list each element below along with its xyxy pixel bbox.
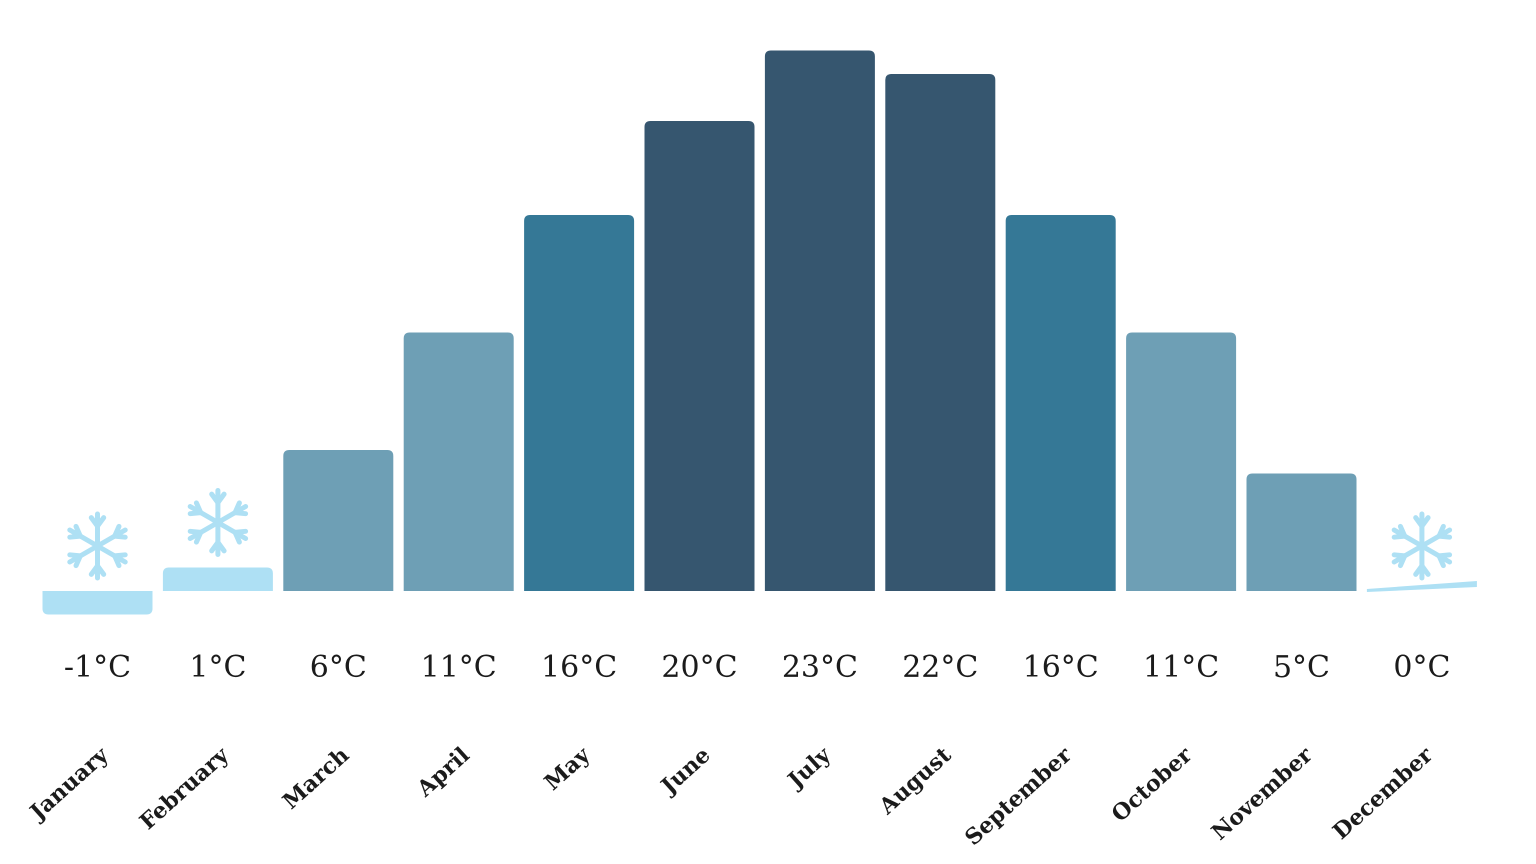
month-label-september: September [960, 742, 1077, 851]
month-label-november: November [1207, 742, 1318, 846]
icons-layer [67, 488, 1453, 581]
value-label-november: 5°C [1273, 650, 1330, 685]
month-label-june: June [655, 742, 716, 800]
value-label-october: 11°C [1143, 650, 1219, 685]
bar-june [644, 121, 755, 591]
value-label-april: 11°C [421, 650, 497, 685]
bar-august [885, 74, 996, 591]
snowflake-icon [1391, 511, 1453, 581]
value-label-july: 23°C [782, 650, 858, 685]
value-label-february: 1°C [189, 650, 246, 685]
bar-october [1126, 332, 1237, 591]
month-label-may: May [540, 741, 596, 796]
value-label-may: 16°C [541, 650, 617, 685]
bar-september [1005, 215, 1116, 591]
month-label-july: July [782, 741, 837, 794]
value-labels-layer: -1°C 1°C 6°C 11°C 16°C 20°C 23°C 22°C 16°C 11°C 5°… [64, 650, 1451, 685]
bar-march [283, 450, 394, 591]
month-label-april: April [411, 742, 474, 803]
month-label-january: January [24, 741, 115, 826]
month-label-october: October [1107, 742, 1198, 827]
bar-april [403, 332, 514, 591]
value-label-december: 0°C [1393, 650, 1450, 685]
value-label-september: 16°C [1023, 650, 1099, 685]
month-label-march: March [278, 742, 355, 815]
snowflake-icon [67, 511, 128, 581]
value-label-june: 20°C [661, 650, 737, 685]
month-label-december: December [1328, 742, 1438, 845]
bar-july [764, 50, 875, 591]
bar-december [1366, 581, 1477, 592]
month-label-august: August [874, 742, 957, 821]
value-label-march: 6°C [310, 650, 367, 685]
bar-november [1246, 473, 1357, 591]
value-label-august: 22°C [902, 650, 978, 685]
value-label-january: -1°C [64, 650, 131, 685]
bar-january [42, 591, 153, 615]
bar-may [524, 215, 635, 591]
bars-layer [42, 50, 1477, 615]
snowflake-icon [187, 488, 249, 557]
bar-february [162, 567, 273, 591]
month-labels-layer: January February March April May June July Augu… [24, 741, 1438, 851]
month-label-february: February [135, 741, 235, 835]
